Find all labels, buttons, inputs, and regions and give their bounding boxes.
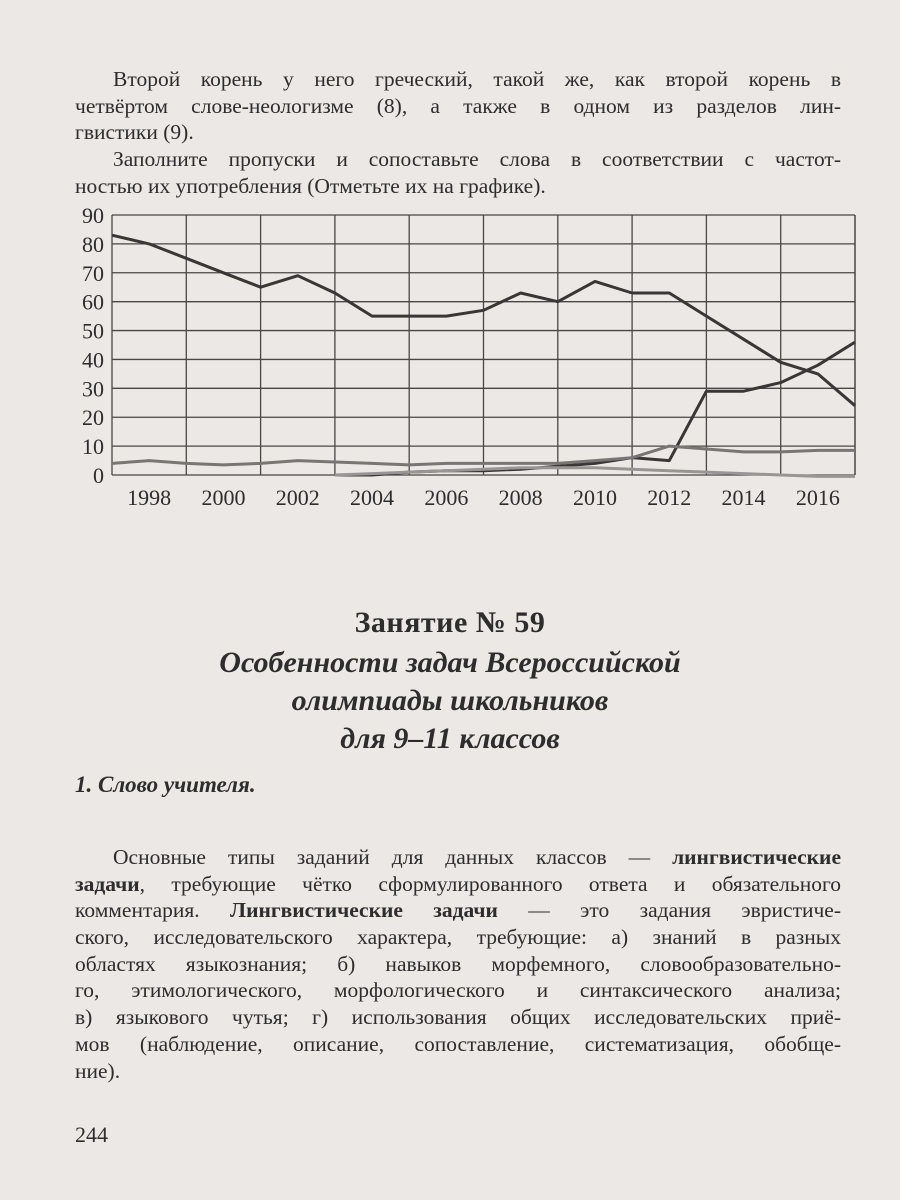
x-tick-label: 2014	[722, 485, 766, 510]
bold-term: лингвистические	[672, 845, 841, 869]
text-line: мов (наблюдение, описание, сопоставление…	[75, 1031, 841, 1058]
x-tick-label: 2000	[201, 485, 245, 510]
x-tick-label: 2008	[499, 485, 543, 510]
text-line: четвёртом слове-неологизме (8), а также …	[75, 93, 841, 118]
text-line: ностью их употребления (Отметьте их на г…	[75, 173, 546, 198]
y-tick-label: 20	[82, 405, 104, 430]
lesson-subtitle-line: для 9–11 классов	[340, 722, 560, 755]
lesson-subtitle-line: олимпиады школьников	[291, 684, 609, 717]
y-tick-label: 40	[82, 347, 104, 372]
x-tick-label: 2016	[796, 485, 840, 510]
x-tick-label: 2002	[276, 485, 320, 510]
text-line: Заполните пропуски и сопоставьте слова в…	[113, 147, 841, 171]
intro-paragraph-1: Второй корень у него греческий, такой же…	[75, 66, 841, 146]
text-segment: ние).	[75, 1058, 121, 1083]
text-line: в) языкового чутья; г) использования общ…	[75, 1004, 841, 1031]
y-tick-label: 70	[82, 261, 104, 286]
text-line: Основные типы заданий для данных классов…	[75, 844, 841, 871]
y-tick-label: 30	[82, 376, 104, 401]
text-segment: Основные типы заданий для данных классов…	[113, 845, 673, 869]
bold-term: задачи	[75, 871, 140, 896]
x-tick-label: 2004	[350, 485, 394, 510]
text-segment: ского, исследовательского характера, тре…	[75, 925, 841, 950]
page-number: 244	[75, 1122, 108, 1147]
x-tick-label: 2012	[647, 485, 691, 510]
series-line-1	[111, 233, 856, 407]
text-segment: областях языкознания; б) навыков морфемн…	[75, 951, 841, 976]
series-line-2	[334, 340, 856, 477]
text-segment: го, этимологического, морфологического и…	[75, 978, 841, 1003]
lesson-subtitle-line: Особенности задач Всероссийской	[219, 646, 681, 679]
series-line-3	[111, 444, 855, 467]
text-line: Второй корень у него греческий, такой же…	[113, 67, 841, 91]
text-segment: комментария.	[75, 898, 231, 923]
y-tick-label: 10	[82, 434, 104, 459]
frequency-line-chart: 0 10 20 30 40 50 60 70 80 90 1998 2000 2002 2004 2006 2…	[82, 203, 856, 510]
text-line: го, этимологического, морфологического и…	[75, 977, 841, 1004]
y-tick-label: 50	[82, 319, 104, 344]
y-tick-label: 0	[93, 463, 104, 488]
y-tick-label: 90	[82, 203, 104, 228]
text-segment: мов (наблюдение, описание, сопоставление…	[75, 1031, 841, 1056]
text-line: гвистики (9).	[75, 120, 194, 145]
text-line: комментария. Лингвистические задачи — эт…	[75, 897, 841, 924]
y-tick-label: 60	[82, 290, 104, 315]
intro-paragraph-2: Заполните пропуски и сопоставьте слова в…	[75, 146, 841, 199]
body-paragraph: Основные типы заданий для данных классов…	[75, 844, 841, 1084]
series-line-4	[334, 466, 855, 478]
text-line: областях языкознания; б) навыков морфемн…	[75, 951, 841, 978]
text-line: ние).	[75, 1058, 841, 1085]
bold-term: Лингвистические задачи	[230, 898, 498, 923]
text-segment: — это задания эвристиче-	[497, 898, 841, 923]
text-segment: в) языкового чутья; г) использования общ…	[75, 1005, 841, 1030]
x-tick-label: 2006	[424, 485, 468, 510]
text-line: задачи, требующие чётко сформулированног…	[75, 871, 841, 898]
x-tick-label: 2010	[573, 485, 617, 510]
y-tick-label: 80	[82, 232, 104, 257]
text-segment: , требующие чётко сформулированного отве…	[139, 871, 841, 896]
section-heading: 1. Слово учителя.	[75, 772, 256, 797]
x-tick-label: 1998	[127, 485, 171, 510]
lesson-title: Занятие № 59	[354, 606, 546, 639]
text-line: ского, исследовательского характера, тре…	[75, 924, 841, 951]
